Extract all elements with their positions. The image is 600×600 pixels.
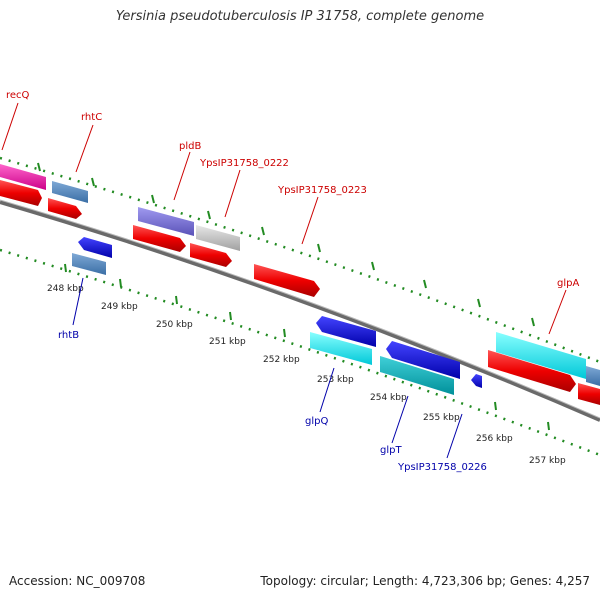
gene-glpt [380, 356, 454, 395]
tick-labels: 248 kbp 249 kbp 250 kbp 251 kbp 252 kbp … [47, 284, 566, 466]
gene-red-2 [48, 198, 82, 219]
gene-label: YpsIP31758_0222 [199, 158, 289, 169]
tick-label: 253 kbp [317, 375, 354, 385]
gene-blue-1 [78, 237, 112, 258]
gene-label: glpQ [305, 416, 328, 427]
tick-label: 257 kbp [529, 456, 566, 466]
genome-summary: Topology: circular; Length: 4,723,306 bp… [260, 574, 590, 588]
tick-label: 252 kbp [263, 355, 300, 365]
upper-major-ticks [37, 162, 535, 327]
gene-features [0, 164, 600, 405]
gene-glpq [310, 332, 372, 365]
gene-red-0223 [254, 264, 320, 297]
gene-labels-bottom: rhtB glpQ glpT YpsIP31758_0226 [58, 330, 487, 473]
gene-blue-3 [386, 341, 460, 379]
gene-recq [0, 164, 46, 190]
tick-label: 254 kbp [370, 393, 407, 403]
gene-labels-top: recQ rhtC pldB YpsIP31758_0222 YpsIP3175… [6, 90, 579, 289]
page-title: Yersinia pseudotuberculosis IP 31758, co… [115, 9, 485, 24]
gene-blue-2 [316, 316, 376, 347]
gene-red-1 [0, 180, 42, 206]
gene-label: pldB [179, 141, 201, 152]
gene-rhtc [52, 181, 88, 203]
tick-label: 256 kbp [476, 434, 513, 444]
lower-tick-track [0, 248, 600, 457]
gene-label: YpsIP31758_0223 [277, 185, 367, 196]
tick-label: 248 kbp [47, 284, 84, 294]
gene-red-5 [488, 350, 576, 392]
tick-label: 249 kbp [101, 302, 138, 312]
accession-text: Accession: NC_009708 [9, 574, 146, 588]
gene-0222 [196, 225, 240, 251]
gene-red-6 [578, 383, 600, 405]
gene-red-3 [133, 225, 186, 252]
gene-label: rhtB [58, 330, 79, 341]
gene-rhtb [72, 253, 106, 275]
tick-label: 255 kbp [423, 413, 460, 423]
tick-label: 250 kbp [156, 320, 193, 330]
gene-label: rhtC [81, 112, 102, 123]
gene-pldb [138, 207, 194, 236]
tick-label: 251 kbp [209, 337, 246, 347]
label-leaders [1, 102, 567, 459]
gene-label: glpT [380, 445, 402, 456]
genome-backbone [0, 200, 600, 422]
gene-glpa [496, 332, 586, 379]
gene-blue-small [471, 374, 482, 388]
gene-label: recQ [6, 90, 30, 101]
gene-red-4 [190, 243, 232, 267]
gene-right-edge [586, 366, 600, 386]
gene-label: YpsIP31758_0226 [397, 462, 487, 473]
gene-label: glpA [557, 278, 579, 289]
